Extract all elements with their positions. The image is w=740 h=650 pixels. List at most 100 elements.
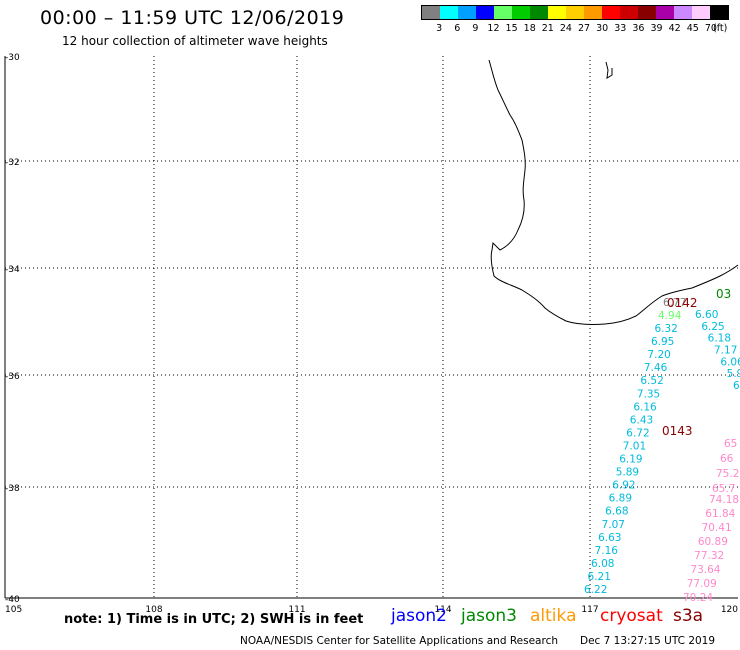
track-b-value: 7.17 <box>714 345 737 357</box>
track-a-value: 6.16 <box>633 401 657 413</box>
legend-swatch <box>584 6 602 19</box>
lon-tick-label: 111 <box>288 605 305 615</box>
track-a-value: 7.07 <box>602 519 625 531</box>
track-a-labels: 6.774.946.326.957.207.466.527.356.166.43… <box>584 297 686 596</box>
legend-label: 15 <box>505 23 518 34</box>
track-c-partial-value: 75.2 <box>716 468 739 480</box>
legend-label: 6 <box>454 23 461 34</box>
track-b-value: 6.60 <box>695 309 718 321</box>
legend-label: 45 <box>686 23 699 34</box>
track-a-value: 6.95 <box>651 336 674 348</box>
track-c-value: 74.18 <box>709 494 739 506</box>
track-a-value: 7.01 <box>623 440 646 452</box>
lon-tick-label: 117 <box>581 605 598 615</box>
lon-tick-label: 114 <box>434 605 451 615</box>
cryosat-track-label-mid: 0143 <box>662 424 693 438</box>
track-c-value: 70.41 <box>702 522 732 534</box>
sat-s3a: s3a <box>673 606 704 626</box>
track-a-value: 6.72 <box>626 427 649 439</box>
lat-tick-label: -34 <box>5 265 20 275</box>
legend-swatch <box>638 6 656 19</box>
track-a-value: 7.46 <box>644 362 668 374</box>
track-b-value: 6.25 <box>701 321 724 333</box>
track-c-value: 70.24 <box>683 592 713 604</box>
legend-swatch <box>674 6 692 19</box>
legend-swatch <box>602 6 620 19</box>
track-a-value: 7.16 <box>595 545 619 557</box>
track-a-value: 6.92 <box>612 480 635 492</box>
track-a-value: 6.43 <box>630 414 653 426</box>
track-c-partial-value: 66 <box>720 453 734 465</box>
track-c-labels: 65 66 75.2 65.774.18 61.84 70.41 60.89 77.32 73.… <box>683 438 739 604</box>
legend-swatches <box>421 5 729 20</box>
legend-label: 24 <box>559 23 572 34</box>
track-b-value: 5.9 <box>727 368 740 380</box>
track-a-gray-label: 6.77 <box>663 297 686 309</box>
track-a-value: 6.89 <box>609 493 632 505</box>
legend-swatch <box>656 6 674 19</box>
legend-label: 12 <box>487 23 500 34</box>
legend-swatch <box>710 6 728 19</box>
track-c-value: 77.32 <box>694 550 724 562</box>
track-a-value: 6.32 <box>654 323 677 335</box>
legend-swatch <box>566 6 584 19</box>
track-c-value: 60.89 <box>698 536 728 548</box>
footer-credit: NOAA/NESDIS Center for Satellite Applica… <box>240 635 558 647</box>
legend-unit: (ft) <box>713 23 728 34</box>
track-c-value: 77.09 <box>687 578 717 590</box>
coastline <box>488 59 739 325</box>
track-b-labels: 6.606.256.187.176.065.96 <box>695 309 740 392</box>
legend-swatch <box>458 6 476 19</box>
legend-label: 30 <box>596 23 609 34</box>
track-c-partial-value: 65 <box>724 438 737 450</box>
legend-label: 21 <box>541 23 554 34</box>
track-b-value: 6.06 <box>720 356 740 368</box>
legend-label: 18 <box>523 23 536 34</box>
sat-altika: altika <box>530 606 577 626</box>
sat-jason2: jason2 <box>391 606 447 626</box>
legend-swatch <box>422 6 440 19</box>
track-a-value: 4.94 <box>658 310 682 322</box>
track-c-value: 73.64 <box>690 564 720 576</box>
sat-cryosat: cryosat <box>600 606 663 626</box>
legend-swatch <box>494 6 512 19</box>
lon-tick-label: 105 <box>5 605 22 615</box>
lat-tick-label: -32 <box>5 158 20 168</box>
legend-label: 70 <box>704 23 717 34</box>
sat-jason3: jason3 <box>461 606 517 626</box>
track-a-value: 6.21 <box>588 571 611 583</box>
lon-tick-label: 120 <box>721 605 738 615</box>
legend-label: 9 <box>472 23 479 34</box>
legend-swatch <box>620 6 638 19</box>
jason3-track-label: 03 <box>716 287 731 301</box>
lat-tick-label: -30 <box>5 53 20 63</box>
legend-labels: 3 6 9 12 15 18 21 24 27 30 33 36 39 42 45 70 <box>421 23 729 35</box>
legend-swatch <box>476 6 494 19</box>
track-c-partial-value: 65.7 <box>712 483 735 495</box>
track-a-value: 5.89 <box>616 467 639 479</box>
track-a-value: 6.68 <box>605 506 628 518</box>
track-a-value: 7.20 <box>647 349 670 361</box>
legend-swatch <box>512 6 530 19</box>
map-subtitle: 12 hour collection of altimeter wave hei… <box>62 34 328 48</box>
legend-swatch <box>440 6 458 19</box>
track-a-value: 7.35 <box>637 388 660 400</box>
track-a-value: 6.63 <box>598 532 621 544</box>
track-a-value: 6.19 <box>619 454 642 466</box>
lon-tick-label: 108 <box>145 605 162 615</box>
map-title: 00:00 – 11:59 UTC 12/06/2019 <box>40 7 345 29</box>
track-b-value: 6 <box>733 380 740 392</box>
footer-timestamp: Dec 7 13:27:15 UTC 2019 <box>580 635 716 647</box>
legend-label: 36 <box>632 23 645 34</box>
legend-label: 39 <box>650 23 663 34</box>
lat-tick-label: -36 <box>5 372 20 382</box>
track-a-value: 6.08 <box>591 558 614 570</box>
lat-tick-label: -38 <box>5 484 20 494</box>
legend-swatch <box>548 6 566 19</box>
track-a-value: 6.22 <box>584 584 607 596</box>
track-b-value: 6.18 <box>708 333 731 345</box>
legend-label: 33 <box>614 23 627 34</box>
color-legend: 3 6 9 12 15 18 21 24 27 30 33 36 39 42 45 70 (ft) <box>421 5 729 35</box>
